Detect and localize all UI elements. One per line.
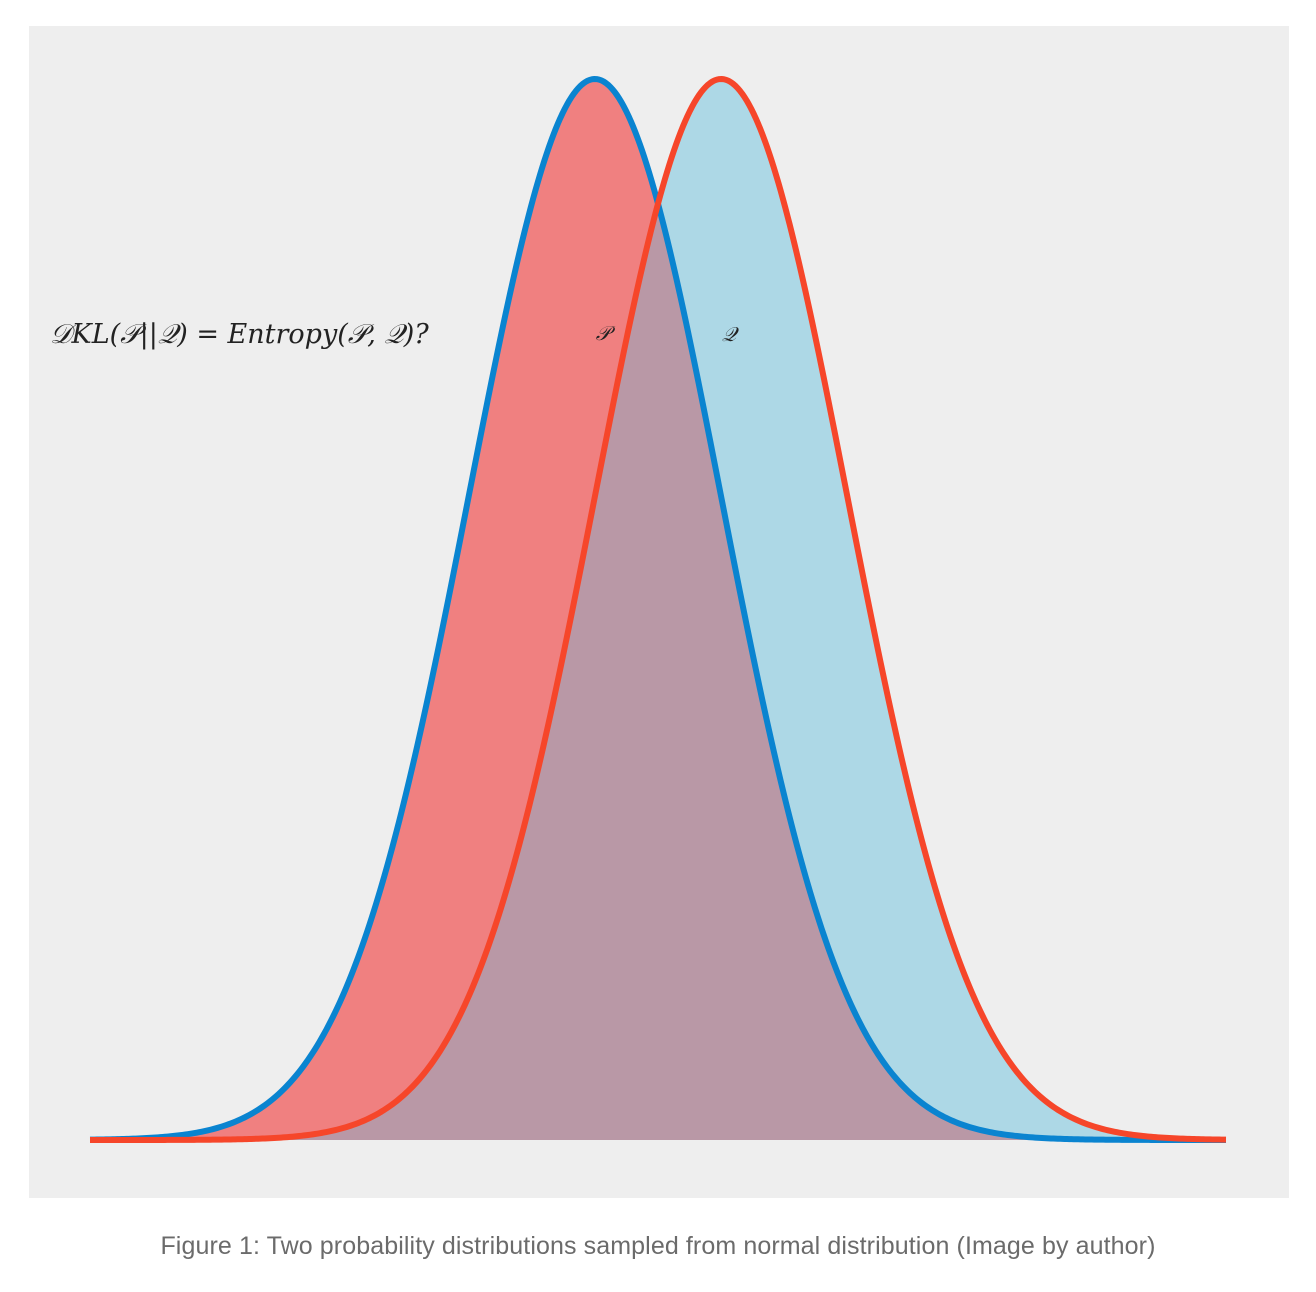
formula-annotation: 𝒟KL(𝒫||𝒬) = Entropy(𝒫, 𝒬)? — [50, 319, 429, 350]
line-layer — [89, 76, 1227, 1143]
fill-layer — [90, 79, 1226, 1141]
series-label-q: 𝒬 — [722, 322, 740, 346]
series-line-q — [89, 76, 1227, 1143]
overlap-fill — [90, 203, 1226, 1141]
label-layer: 𝒟KL(𝒫||𝒬) = Entropy(𝒫, 𝒬)? 𝒫 𝒬 — [50, 319, 740, 350]
figure-caption: Figure 1: Two probability distributions … — [160, 1232, 1156, 1260]
